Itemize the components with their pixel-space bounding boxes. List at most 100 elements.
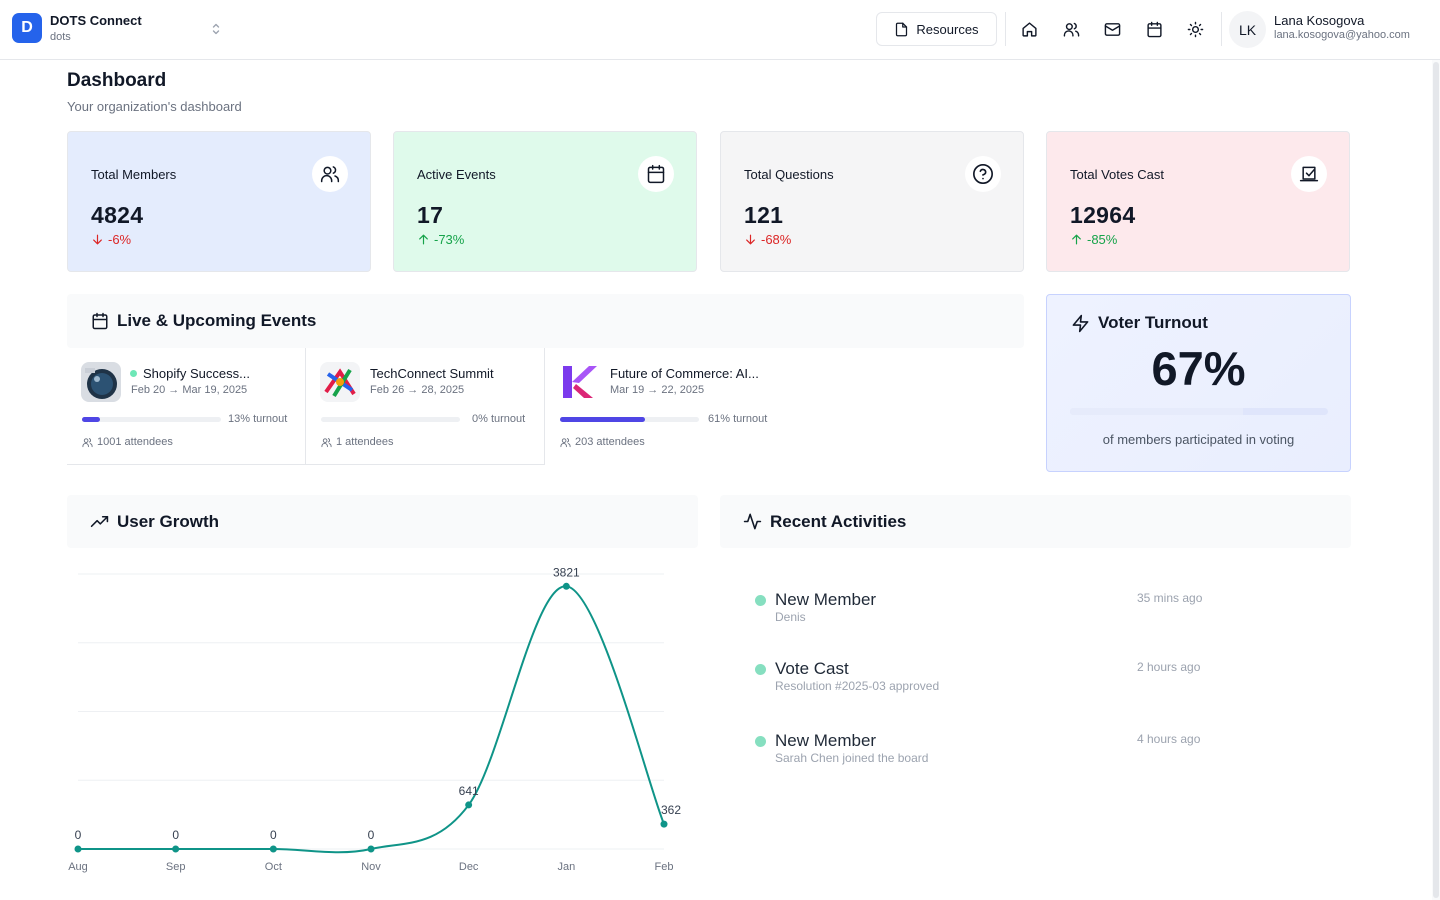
org-switcher[interactable]: D DOTS Connect dots (12, 13, 227, 44)
activities-header: Recent Activities (720, 495, 1351, 548)
growth-data-point (367, 845, 375, 853)
page-title: Dashboard (67, 70, 167, 91)
org-name: DOTS Connect (50, 13, 142, 28)
user-email: lana.kosogova@yahoo.com (1274, 29, 1410, 42)
event-name: Future of Commerce: AI... (610, 366, 759, 381)
stat-value: 4824 (91, 202, 144, 228)
home-icon[interactable] (1019, 19, 1039, 39)
stat-value: 17 (417, 202, 444, 228)
growth-data-label: 0 (172, 828, 179, 842)
stat-label: Total Members (91, 167, 177, 182)
user-growth-chart: 0 Aug 0 Sep 0 Oct 0 Nov 641 Dec 3821 Jan 362 Feb (68, 565, 681, 873)
event-card[interactable]: Shopify Success... Feb 20 → Mar 19, 2025… (67, 348, 306, 465)
turnout-bar-fill (82, 417, 101, 422)
stat-change-value: -6% (108, 232, 132, 247)
event-card[interactable]: Future of Commerce: AI... Mar 19 → 22, 2… (545, 348, 785, 465)
activity-item[interactable]: New Member Denis 35 mins ago (755, 590, 1215, 630)
org-slug: dots (50, 30, 71, 43)
activity-description: Resolution #2025-03 approved (775, 679, 940, 693)
x-axis-tick-label: Sep (166, 861, 186, 873)
stat-card-events: Active Events 17 -73% (393, 131, 697, 272)
event-title: Shopify Success... (143, 366, 250, 381)
growth-series-line (78, 585, 665, 854)
activity-time: 4 hours ago (1137, 732, 1201, 746)
turnout-label: 61% turnout (708, 413, 768, 425)
stat-change-value: -73% (434, 232, 465, 247)
users-icon (312, 156, 348, 192)
stat-value: 121 (744, 202, 784, 228)
stat-change: -73% (417, 232, 464, 247)
org-logo: D (12, 13, 42, 44)
growth-data-point (465, 801, 473, 809)
voter-turnout-bar (1070, 408, 1328, 415)
divider (1005, 12, 1006, 46)
event-title: Future of Commerce: AI... (610, 366, 759, 381)
users-icon (321, 437, 332, 447)
attendees-count: 203 attendees (575, 436, 645, 448)
event-name: Shopify Success... (130, 366, 250, 381)
activity-description: Sarah Chen joined the board (775, 751, 929, 765)
stat-change: -85% (1070, 232, 1117, 247)
turnout-bar-fill (560, 417, 645, 422)
turnout-bar (82, 417, 221, 422)
attendees: 203 attendees (560, 436, 645, 448)
activity-item[interactable]: Vote Cast Resolution #2025-03 approved 2… (755, 659, 1215, 699)
x-axis-tick-label: Feb (655, 861, 674, 873)
help-circle-icon (965, 156, 1001, 192)
users-icon (82, 437, 93, 447)
users-icon (560, 437, 571, 447)
chevrons-up-down-icon[interactable] (210, 22, 222, 36)
arrow-up-icon (1072, 234, 1081, 245)
growth-data-point (660, 820, 668, 828)
growth-data-point (562, 582, 570, 590)
events-panel-title: Live & Upcoming Events (117, 311, 317, 330)
stat-card-members: Total Members 4824 -6% (67, 131, 371, 272)
calendar-icon[interactable] (1144, 19, 1164, 39)
activity-time: 35 mins ago (1137, 591, 1203, 605)
user-growth-header: User Growth (67, 495, 698, 548)
page-subtitle: Your organization's dashboard (67, 99, 242, 114)
voter-turnout-card: Voter Turnout 67% of members participate… (1046, 294, 1351, 472)
activity-item[interactable]: New Member Sarah Chen joined the board 4… (755, 731, 1215, 771)
attendees-count: 1001 attendees (97, 436, 173, 448)
stat-card-votes: Total Votes Cast 12964 -85% (1046, 131, 1350, 272)
avatar[interactable]: LK (1229, 11, 1266, 48)
stat-change: -6% (91, 232, 131, 247)
activity-status-dot (755, 595, 766, 606)
event-image (320, 362, 360, 402)
calendar-icon (638, 156, 674, 192)
activity-title: Vote Cast (775, 659, 849, 678)
voter-turnout-caption: of members participated in voting (1102, 432, 1295, 447)
resources-button[interactable]: Resources (876, 12, 997, 46)
x-axis-tick-label: Nov (361, 861, 381, 873)
event-date: Feb 20 → Mar 19, 2025 (131, 384, 248, 396)
voter-turnout-header: Voter Turnout (1071, 313, 1208, 333)
file-icon (896, 22, 908, 36)
scrollbar-thumb[interactable] (1433, 62, 1439, 898)
growth-data-point (269, 845, 277, 853)
stat-label: Total Questions (744, 167, 834, 182)
users-icon[interactable] (1061, 19, 1081, 39)
mail-icon[interactable] (1102, 19, 1122, 39)
x-axis-tick-label: Jan (557, 861, 575, 873)
stat-value: 12964 (1070, 202, 1136, 228)
voter-turnout-value: 67% (1151, 342, 1246, 395)
trending-up-icon (90, 515, 109, 528)
event-card[interactable]: TechConnect Summit Feb 26 → 28, 2025 0% … (306, 348, 545, 465)
activities-title: Recent Activities (770, 511, 907, 531)
x-axis-tick-label: Oct (265, 861, 282, 873)
voter-turnout-title: Voter Turnout (1098, 313, 1208, 332)
growth-data-label: 0 (270, 828, 277, 842)
growth-data-label: 362 (661, 803, 681, 817)
vote-icon (1291, 156, 1327, 192)
user-info[interactable]: Lana Kosogova lana.kosogova@yahoo.com (1274, 13, 1410, 43)
turnout-label: 0% turnout (472, 413, 526, 425)
user-growth-title: User Growth (117, 511, 220, 531)
stat-change: -68% (744, 232, 791, 247)
top-bar: D DOTS Connect dots Resources LK Lana Ko… (0, 0, 1440, 60)
sun-icon[interactable] (1185, 19, 1205, 39)
stat-card-questions: Total Questions 121 -68% (720, 131, 1024, 272)
activity-icon (743, 513, 762, 530)
stat-change-value: -85% (1087, 232, 1118, 247)
arrow-down-icon (93, 234, 102, 245)
